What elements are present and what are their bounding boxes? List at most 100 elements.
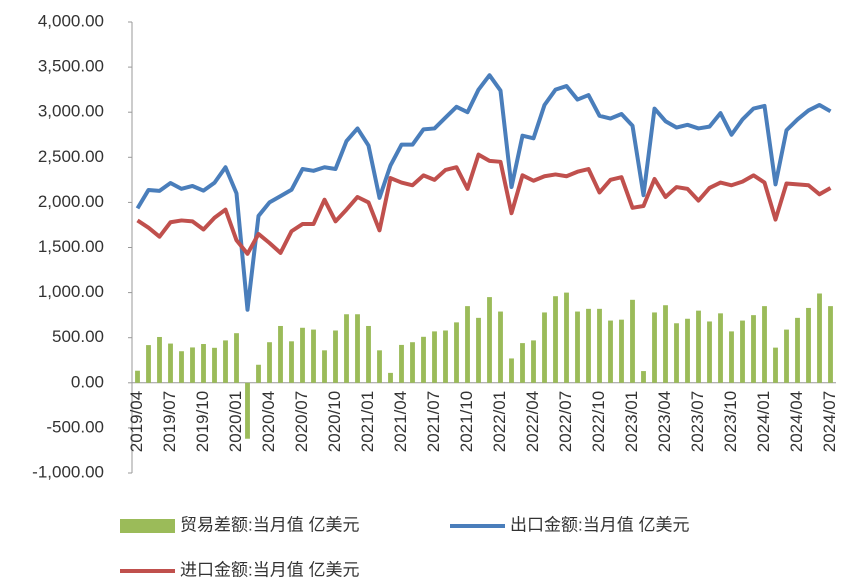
bar (696, 310, 701, 383)
bar (168, 343, 173, 383)
bar (685, 318, 690, 383)
x-tick-label: 2023/01 (622, 391, 641, 452)
bar (454, 322, 459, 383)
bar (212, 347, 217, 383)
bar (289, 341, 294, 383)
bar (388, 372, 393, 383)
bar (663, 305, 668, 383)
bar (443, 330, 448, 383)
bar (399, 344, 404, 383)
bar (795, 317, 800, 383)
x-tick-label: 2021/01 (358, 391, 377, 452)
x-tick-label: 2023/10 (721, 391, 740, 452)
bar (322, 350, 327, 383)
bar (300, 327, 305, 383)
bar (674, 323, 679, 383)
bar (564, 292, 569, 383)
y-tick-label: 500.00 (52, 327, 104, 346)
y-tick-label: 2,500.00 (38, 147, 104, 166)
bar (267, 342, 272, 383)
bar (740, 320, 745, 383)
x-tick-label: 2024/04 (787, 391, 806, 452)
bar (509, 358, 514, 383)
bar (432, 331, 437, 383)
x-tick-label: 2024/07 (820, 391, 839, 452)
bar (344, 314, 349, 383)
bar (652, 312, 657, 383)
bar (542, 312, 547, 383)
bar (465, 306, 470, 383)
bar (718, 313, 723, 383)
y-tick-label: 3,500.00 (38, 57, 104, 76)
y-tick-label: -500.00 (46, 417, 104, 436)
x-tick-label: 2022/01 (490, 391, 509, 452)
x-tick-label: 2023/04 (655, 391, 674, 452)
bar (355, 314, 360, 383)
bar (597, 308, 602, 383)
bar (410, 342, 415, 383)
bar (531, 340, 536, 383)
x-tick-label: 2021/07 (424, 391, 443, 452)
bar (817, 293, 822, 383)
x-tick-label: 2022/07 (556, 391, 575, 452)
bar (707, 321, 712, 383)
bar (784, 329, 789, 383)
x-tick-label: 2020/01 (226, 391, 245, 452)
bar (311, 329, 316, 383)
x-tick-label: 2019/07 (160, 391, 179, 452)
bar (762, 306, 767, 383)
x-tick-label: 2022/04 (523, 391, 542, 452)
bar (498, 311, 503, 383)
y-tick-label: 0.00 (71, 372, 104, 391)
bar (476, 317, 481, 383)
y-tick-label: 1,500.00 (38, 237, 104, 256)
bar (641, 371, 646, 383)
x-tick-label: 2020/10 (325, 391, 344, 452)
x-tick-label: 2021/04 (391, 391, 410, 452)
x-tick-label: 2019/10 (193, 391, 212, 452)
bar (234, 333, 239, 383)
bar (773, 347, 778, 383)
x-tick-label: 2024/01 (754, 391, 773, 452)
bar (256, 364, 261, 383)
bar (575, 311, 580, 383)
legend-label: 贸易差额:当月值 亿美元 (180, 515, 359, 534)
bar (366, 325, 371, 383)
legend-label: 进口金额:当月值 亿美元 (180, 560, 359, 579)
bar (729, 331, 734, 383)
y-tick-label: 3,000.00 (38, 102, 104, 121)
bar (146, 345, 151, 383)
x-tick-label: 2019/04 (127, 391, 146, 452)
legend-swatch (120, 519, 175, 533)
bar (553, 296, 558, 383)
bar (223, 340, 228, 383)
bar (245, 382, 250, 439)
line (136, 152, 832, 256)
x-tick-label: 2020/04 (259, 391, 278, 452)
y-tick-label: -1,000.00 (32, 462, 104, 481)
bar (619, 319, 624, 383)
y-tick-label: 1,000.00 (38, 282, 104, 301)
bar (487, 297, 492, 383)
bar (179, 351, 184, 383)
legend-label: 出口金额:当月值 亿美元 (510, 515, 689, 534)
bar (190, 347, 195, 383)
bar (586, 308, 591, 383)
bar (278, 325, 283, 383)
line (135, 73, 832, 312)
bar (751, 315, 756, 383)
bar (608, 320, 613, 383)
bar (377, 350, 382, 383)
bar (421, 336, 426, 383)
x-tick-label: 2022/10 (589, 391, 608, 452)
bar (828, 306, 833, 383)
x-tick-label: 2021/10 (457, 391, 476, 452)
bar (630, 299, 635, 383)
y-tick-label: 2,000.00 (38, 192, 104, 211)
x-tick-label: 2020/07 (292, 391, 311, 452)
bar (333, 330, 338, 383)
bar (201, 344, 206, 383)
bar (157, 336, 162, 383)
bar (135, 370, 140, 383)
